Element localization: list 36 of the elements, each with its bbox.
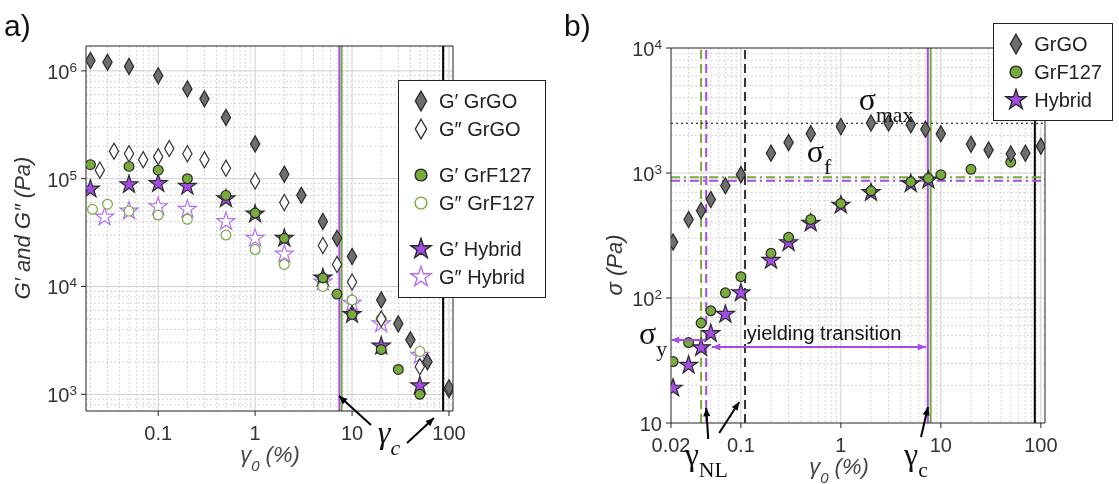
x-tick-label: 0.1 — [144, 422, 173, 444]
legend-label: GrGO — [1034, 32, 1088, 56]
x-tick-label: 10 — [929, 434, 952, 456]
legend-label: Hybrid — [1034, 88, 1092, 112]
annotation: yielding transition — [746, 322, 902, 344]
y-tick-label: 10$^{4}$ — [47, 274, 78, 299]
legend-label: G′ Hybrid — [439, 237, 522, 261]
legend-label: G″ Hybrid — [439, 265, 525, 289]
legend-label: GrF127 — [1034, 60, 1102, 84]
x-tick-label: 100 — [432, 422, 466, 444]
y-tick-label: 10$^{5}$ — [47, 167, 77, 191]
y-tick-label: 10$^{3}$ — [47, 382, 77, 407]
y-tick-label: 10$^{4}$ — [632, 36, 663, 60]
text: γ$_{c}$ — [377, 414, 401, 460]
y-tick-label: 10$^{2}$ — [632, 286, 662, 310]
chart-title: a) — [4, 9, 31, 42]
annotation: σ$_{f}$ — [806, 133, 832, 179]
y-axis-title: σ (Pa) — [602, 234, 627, 296]
x-tick-label: 100 — [1024, 434, 1058, 456]
y-tick-label: 10$^{6}$ — [47, 59, 77, 83]
text: γ$_{c}$ — [903, 436, 928, 482]
legend-label: G′ GrGO — [439, 89, 518, 113]
x-axis-title: γ$_{0}$ (%) — [240, 442, 300, 474]
x-tick-label: 0.1 — [726, 434, 755, 456]
annotation: σ$_{max}$ — [858, 81, 914, 127]
legend-label: G″ GrF127 — [439, 191, 535, 215]
legend-label: G″ GrGO — [439, 117, 521, 141]
y-axis-title: G′ and G″ (Pa) — [10, 156, 35, 300]
y-tick-label: 10$^{3}$ — [632, 161, 662, 185]
x-tick-label: 10 — [340, 422, 364, 444]
x-axis-title: γ$_{0}$ (%) — [809, 454, 869, 484]
text: σ$_{y}$ — [638, 315, 668, 361]
chart-title: b) — [564, 9, 591, 42]
legend-label: G′ GrF127 — [439, 163, 532, 187]
x-tick-label: 1 — [249, 422, 261, 444]
x-tick-label: 1 — [835, 434, 847, 456]
